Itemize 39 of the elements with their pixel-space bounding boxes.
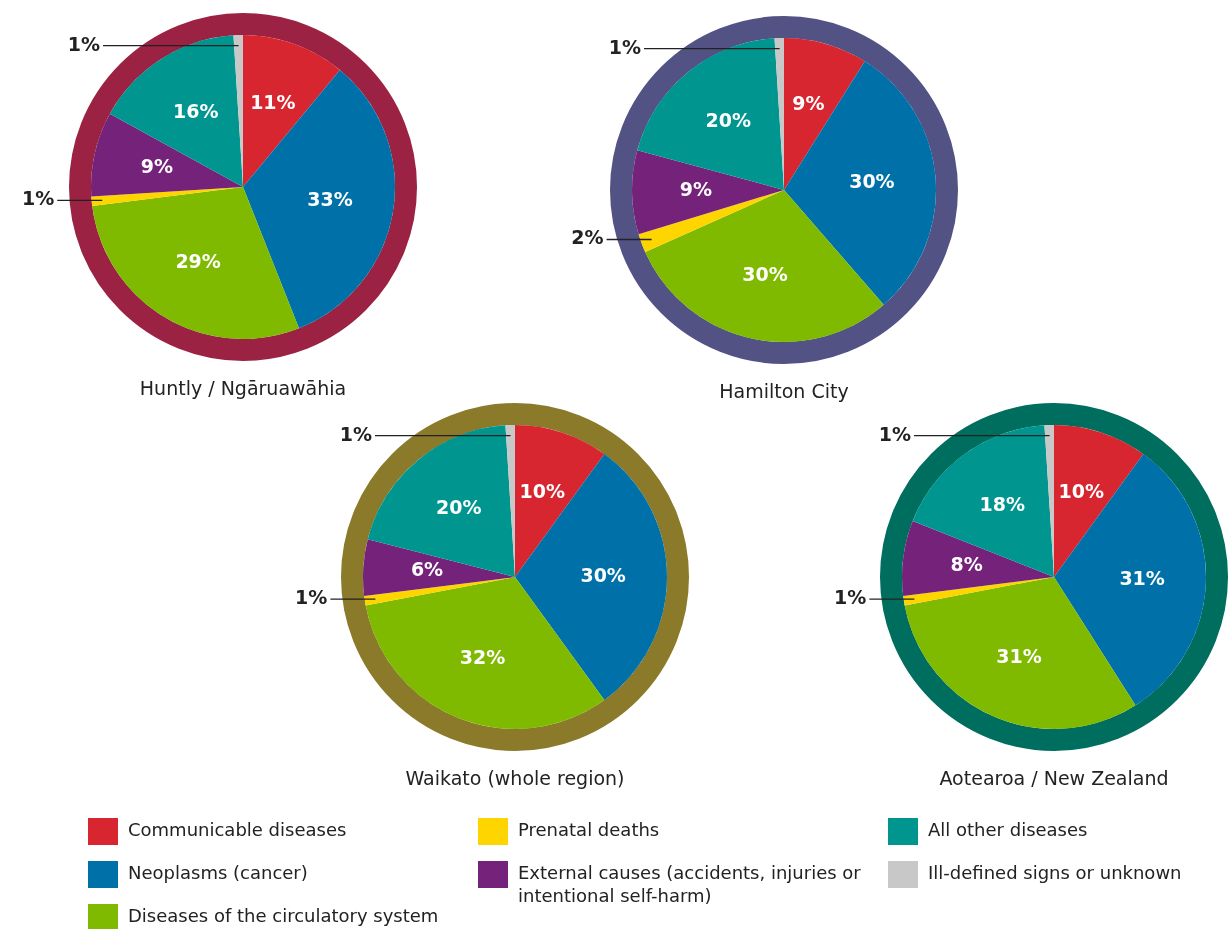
data-label: 6% (410, 558, 444, 581)
data-label: 32% (459, 645, 506, 668)
data-label: 1% (608, 35, 641, 58)
data-label: 30% (849, 170, 895, 193)
data-label: 2% (571, 226, 604, 249)
legend-label: Prenatal deaths (518, 818, 660, 841)
legend-label: Communicable diseases (128, 818, 347, 841)
data-label: 20% (436, 496, 482, 519)
data-label: 9% (140, 154, 174, 177)
data-label: 8% (950, 552, 983, 575)
data-label: 30% (580, 563, 626, 586)
data-label: 1% (878, 422, 911, 445)
legend-label: All other diseases (928, 818, 1088, 841)
data-label: 10% (519, 480, 565, 503)
data-label: 1% (834, 586, 867, 609)
data-label: 9% (679, 178, 712, 201)
data-label: 1% (339, 422, 372, 445)
legend-label: External causes (accidents, injuries or intentional self-harm) (518, 861, 862, 907)
text: Waikato (whole region) (405, 767, 625, 789)
data-label: 1% (67, 32, 100, 55)
legend-label: Ill-defined signs or unknown (928, 861, 1182, 884)
data-label: 31% (1119, 566, 1165, 589)
data-label: 29% (175, 249, 221, 272)
data-label: 1% (22, 187, 55, 210)
text: Huntly / Ngāruawāhia (139, 377, 347, 399)
text: Aotearoa / New Zealand (939, 767, 1169, 789)
legend-label: Neoplasms (cancer) (128, 861, 308, 884)
data-label: 10% (1058, 480, 1104, 503)
text: Hamilton City (719, 380, 849, 402)
data-label: 11% (250, 90, 296, 113)
data-label: 1% (295, 586, 328, 609)
data-label: 20% (705, 108, 752, 131)
data-label: 18% (979, 492, 1025, 515)
data-label: 33% (307, 187, 353, 210)
legend-label: Diseases of the circulatory system (128, 904, 439, 927)
data-label: 16% (173, 99, 219, 122)
data-label: 30% (742, 263, 788, 286)
data-label: 31% (996, 644, 1042, 667)
data-label: 9% (792, 92, 825, 115)
